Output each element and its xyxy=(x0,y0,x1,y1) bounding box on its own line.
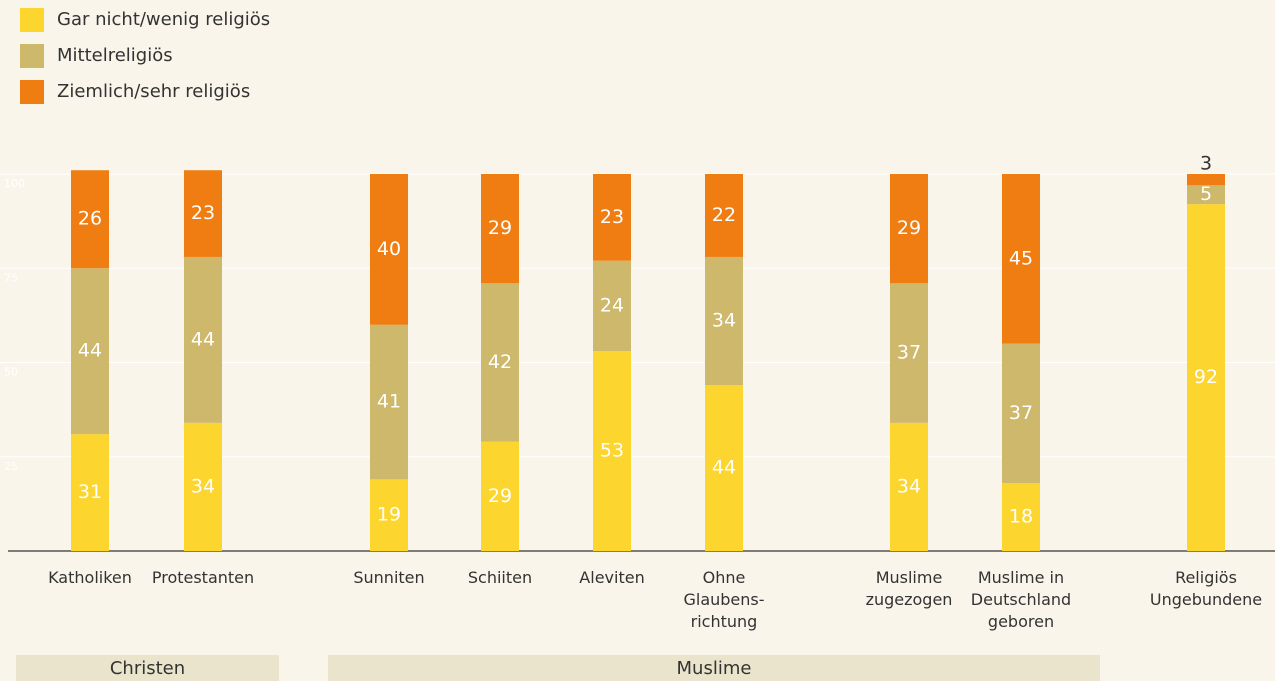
data-label: 44 xyxy=(191,328,215,350)
data-label: 18 xyxy=(1009,506,1033,528)
y-tick-label: 50 xyxy=(4,366,18,379)
data-label: 34 xyxy=(712,310,736,332)
data-label: 22 xyxy=(712,204,736,226)
data-label: 45 xyxy=(1009,247,1033,269)
bar-segment xyxy=(593,351,631,551)
data-label: 5 xyxy=(1200,183,1212,205)
bar-segment xyxy=(71,434,109,551)
group-label: Muslime xyxy=(677,658,752,679)
x-tick-label: Protestanten xyxy=(152,568,254,587)
bar-segment xyxy=(1002,174,1040,344)
bar-segment xyxy=(1187,204,1225,551)
x-tick-label: Aleviten xyxy=(579,568,644,587)
x-tick-label: Muslime zugezogen xyxy=(866,568,953,609)
x-tick-label-line: Religiös xyxy=(1175,568,1237,587)
x-tick-label-line: Katholiken xyxy=(48,568,132,587)
x-tick-label: Muslime in Deutschland geboren xyxy=(971,568,1071,631)
data-label: 31 xyxy=(78,481,102,503)
data-label: 34 xyxy=(897,475,921,497)
x-tick-label-line: Muslime xyxy=(876,568,943,587)
bar-segment xyxy=(890,174,928,284)
x-tick-label-line: Glaubens- xyxy=(683,590,764,609)
legend-swatch xyxy=(20,44,44,68)
bar-segment xyxy=(184,170,222,257)
y-tick-label: 75 xyxy=(4,271,18,284)
bar-segment xyxy=(71,170,109,269)
x-tick-label: Religiös Ungebundene xyxy=(1150,568,1262,609)
bar-segment xyxy=(1187,174,1225,186)
bar-segment xyxy=(370,174,408,325)
data-label: 92 xyxy=(1194,366,1218,388)
bar-segment xyxy=(705,385,743,551)
bar-segment xyxy=(370,479,408,551)
data-label: 29 xyxy=(488,485,512,507)
data-label: 37 xyxy=(1009,402,1033,424)
data-label: 26 xyxy=(78,208,102,230)
bar-segment xyxy=(593,174,631,261)
legend-label: Mittelreligiös xyxy=(57,45,173,66)
x-tick-label: Katholiken xyxy=(48,568,132,587)
bar-segment xyxy=(481,174,519,284)
x-tick-label: Ohne Glaubens-richtung xyxy=(683,568,764,631)
bar-segment xyxy=(705,256,743,386)
group-box xyxy=(16,655,279,681)
x-tick-label-line: geboren xyxy=(988,612,1054,631)
bar-segment xyxy=(71,268,109,435)
x-tick-label-line: Ohne xyxy=(703,568,746,587)
data-label: 24 xyxy=(600,294,624,316)
bar-segment xyxy=(1002,483,1040,551)
bar-segment xyxy=(481,283,519,442)
legend-label: Gar nicht/wenig religiös xyxy=(57,9,270,30)
y-tick-label: 100 xyxy=(4,177,25,190)
x-tick-label: Sunniten xyxy=(353,568,424,587)
data-label: 29 xyxy=(897,217,921,239)
x-tick-label-line: Sunniten xyxy=(353,568,424,587)
data-label: 40 xyxy=(377,238,401,260)
data-label: 23 xyxy=(191,202,215,224)
y-tick-label: 25 xyxy=(4,460,18,473)
group-label: Christen xyxy=(110,658,185,679)
data-label: 37 xyxy=(897,342,921,364)
x-tick-label-line: Ungebundene xyxy=(1150,590,1262,609)
bar-segment xyxy=(184,256,222,423)
bar-segment xyxy=(370,324,408,480)
x-tick-label: Schiiten xyxy=(468,568,532,587)
bar-segment xyxy=(705,174,743,257)
data-label: 42 xyxy=(488,351,512,373)
bar-segment xyxy=(890,422,928,551)
bar-segment xyxy=(184,422,222,551)
bar-segment xyxy=(1187,185,1225,205)
legend-swatch xyxy=(20,80,44,104)
data-label: 44 xyxy=(712,457,736,479)
data-label: 3 xyxy=(1200,153,1212,175)
bar-segment xyxy=(593,260,631,352)
bar-segment xyxy=(481,441,519,551)
data-label: 41 xyxy=(377,391,401,413)
x-tick-label-line: Aleviten xyxy=(579,568,644,587)
data-label: 23 xyxy=(600,206,624,228)
x-tick-label-line: Deutschland xyxy=(971,590,1071,609)
data-label: 44 xyxy=(78,340,102,362)
group-box xyxy=(328,655,1100,681)
data-label: 34 xyxy=(191,475,215,497)
legend-label: Ziemlich/sehr religiös xyxy=(57,81,250,102)
x-tick-label-line: Muslime in xyxy=(978,568,1064,587)
x-tick-label-line: zugezogen xyxy=(866,590,953,609)
data-label: 19 xyxy=(377,504,401,526)
data-label: 29 xyxy=(488,217,512,239)
x-tick-label-line: Protestanten xyxy=(152,568,254,587)
x-tick-label-line: richtung xyxy=(691,612,758,631)
x-tick-label-line: Schiiten xyxy=(468,568,532,587)
legend-swatch xyxy=(20,8,44,32)
bar-segment xyxy=(1002,343,1040,484)
bar-segment xyxy=(890,283,928,423)
data-label: 53 xyxy=(600,440,624,462)
